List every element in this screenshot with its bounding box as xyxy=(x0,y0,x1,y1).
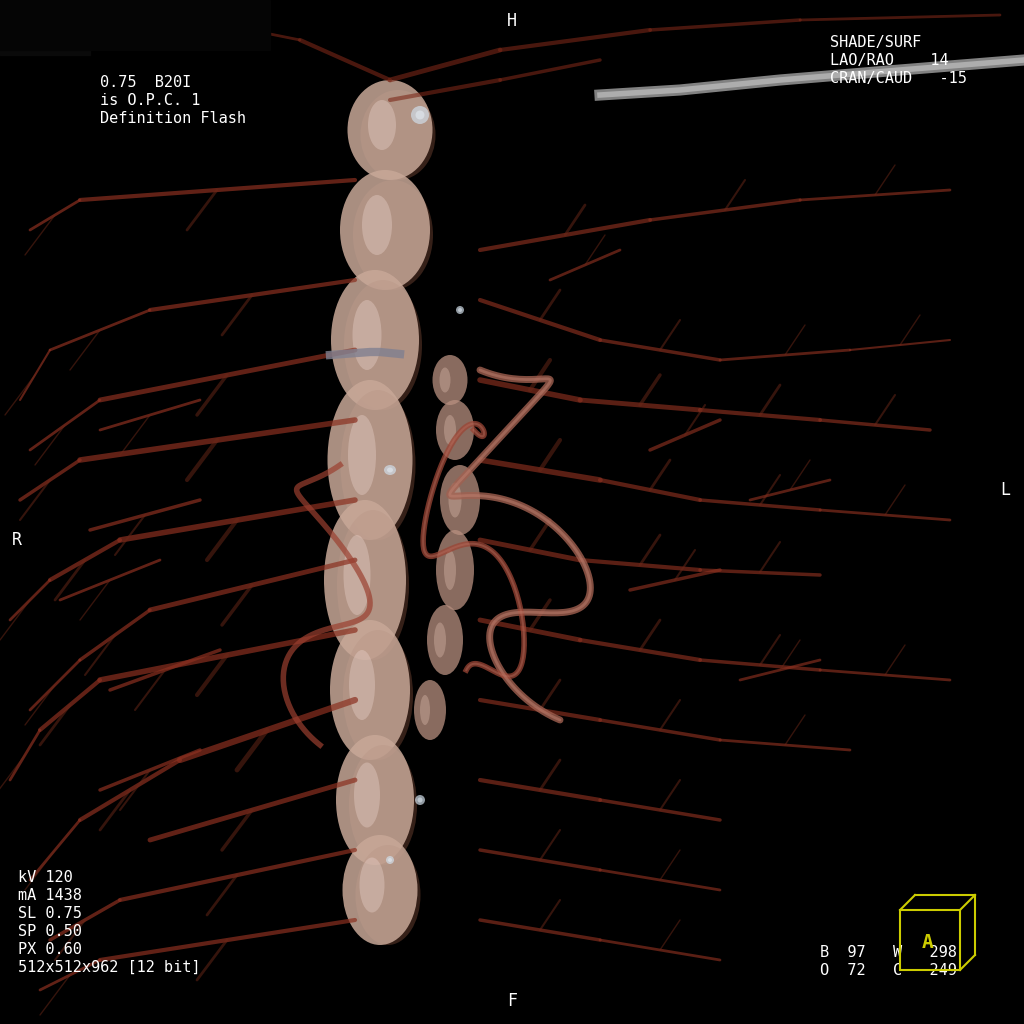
Ellipse shape xyxy=(384,465,396,475)
Ellipse shape xyxy=(347,80,432,180)
Ellipse shape xyxy=(342,835,418,945)
Text: kV 120: kV 120 xyxy=(18,870,73,885)
Ellipse shape xyxy=(362,195,392,255)
Ellipse shape xyxy=(331,270,419,410)
Ellipse shape xyxy=(330,620,410,760)
Ellipse shape xyxy=(352,300,382,370)
Text: CRAN/CAUD   -15: CRAN/CAUD -15 xyxy=(830,71,967,86)
Ellipse shape xyxy=(418,798,423,803)
Ellipse shape xyxy=(324,500,406,660)
Text: 0.75  B20I: 0.75 B20I xyxy=(100,75,191,90)
Ellipse shape xyxy=(360,90,435,180)
Text: Definition Flash: Definition Flash xyxy=(100,111,246,126)
Ellipse shape xyxy=(344,280,422,410)
Ellipse shape xyxy=(368,100,396,150)
Ellipse shape xyxy=(436,530,474,610)
Ellipse shape xyxy=(341,390,416,540)
Ellipse shape xyxy=(340,170,430,290)
Text: 512x512x962 [12 bit]: 512x512x962 [12 bit] xyxy=(18,961,201,975)
Ellipse shape xyxy=(427,605,463,675)
Bar xyxy=(0,0,270,50)
Ellipse shape xyxy=(359,857,384,912)
Ellipse shape xyxy=(343,630,413,760)
Text: SP 0.50: SP 0.50 xyxy=(18,924,82,939)
Ellipse shape xyxy=(355,845,421,945)
Ellipse shape xyxy=(411,106,429,124)
Ellipse shape xyxy=(337,510,409,660)
Ellipse shape xyxy=(449,482,462,517)
Text: PX 0.60: PX 0.60 xyxy=(18,942,82,957)
Bar xyxy=(0,0,90,55)
Ellipse shape xyxy=(328,380,413,540)
Ellipse shape xyxy=(415,795,425,805)
Ellipse shape xyxy=(432,355,468,406)
Ellipse shape xyxy=(420,695,430,725)
Ellipse shape xyxy=(444,415,456,445)
Ellipse shape xyxy=(436,400,474,460)
Ellipse shape xyxy=(387,468,393,472)
Ellipse shape xyxy=(348,415,376,495)
Text: SL 0.75: SL 0.75 xyxy=(18,906,82,921)
Text: O  72   C   249: O 72 C 249 xyxy=(820,963,956,978)
Ellipse shape xyxy=(353,180,433,290)
Text: A: A xyxy=(923,933,934,951)
Ellipse shape xyxy=(434,623,446,657)
Ellipse shape xyxy=(458,308,462,312)
Text: L: L xyxy=(1000,481,1010,499)
Text: is O.P.C. 1: is O.P.C. 1 xyxy=(100,93,201,108)
Ellipse shape xyxy=(456,306,464,314)
Text: R: R xyxy=(12,531,22,549)
Ellipse shape xyxy=(354,763,380,827)
Text: F: F xyxy=(507,992,517,1010)
Text: H: H xyxy=(507,12,517,30)
Ellipse shape xyxy=(414,680,446,740)
Ellipse shape xyxy=(444,550,456,590)
Ellipse shape xyxy=(416,111,425,120)
Ellipse shape xyxy=(439,368,451,392)
Ellipse shape xyxy=(343,535,371,615)
Ellipse shape xyxy=(349,650,375,720)
Text: LAO/RAO    14: LAO/RAO 14 xyxy=(830,53,948,68)
Text: mA 1438: mA 1438 xyxy=(18,888,82,903)
Ellipse shape xyxy=(388,858,392,862)
Text: SHADE/SURF: SHADE/SURF xyxy=(830,35,922,50)
Ellipse shape xyxy=(349,745,417,865)
Ellipse shape xyxy=(336,735,414,865)
Text: B  97   W   298: B 97 W 298 xyxy=(820,945,956,961)
Ellipse shape xyxy=(386,856,394,864)
Ellipse shape xyxy=(440,465,480,535)
